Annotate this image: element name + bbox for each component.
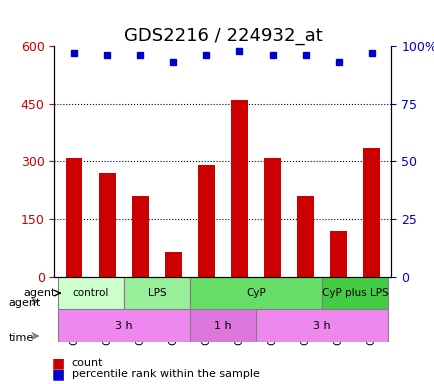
Bar — [99, 173, 115, 277]
Bar — [362, 148, 379, 277]
FancyBboxPatch shape — [321, 277, 387, 309]
Bar — [198, 166, 214, 277]
Text: 1 h: 1 h — [214, 321, 231, 331]
FancyBboxPatch shape — [190, 309, 255, 342]
FancyBboxPatch shape — [255, 309, 387, 342]
Bar — [296, 196, 313, 277]
Text: 3 h: 3 h — [115, 321, 132, 331]
Text: LPS: LPS — [147, 288, 166, 298]
Text: ■: ■ — [52, 367, 65, 381]
Text: agent: agent — [9, 298, 41, 308]
Text: CyP plus LPS: CyP plus LPS — [321, 288, 388, 298]
Text: ■: ■ — [52, 356, 65, 370]
FancyBboxPatch shape — [190, 277, 321, 309]
Bar — [263, 157, 280, 277]
Bar — [230, 100, 247, 277]
Bar — [329, 231, 346, 277]
Title: GDS2216 / 224932_at: GDS2216 / 224932_at — [123, 27, 322, 45]
Bar — [66, 157, 82, 277]
Text: 3 h: 3 h — [312, 321, 330, 331]
Text: agent: agent — [23, 288, 56, 298]
Bar — [165, 252, 181, 277]
FancyBboxPatch shape — [58, 309, 190, 342]
Text: control: control — [72, 288, 108, 298]
Text: CyP: CyP — [246, 288, 265, 298]
Bar — [132, 196, 148, 277]
Text: percentile rank within the sample: percentile rank within the sample — [72, 369, 259, 379]
FancyBboxPatch shape — [58, 277, 124, 309]
Text: time: time — [9, 333, 34, 343]
Text: count: count — [72, 358, 103, 368]
FancyBboxPatch shape — [124, 277, 190, 309]
